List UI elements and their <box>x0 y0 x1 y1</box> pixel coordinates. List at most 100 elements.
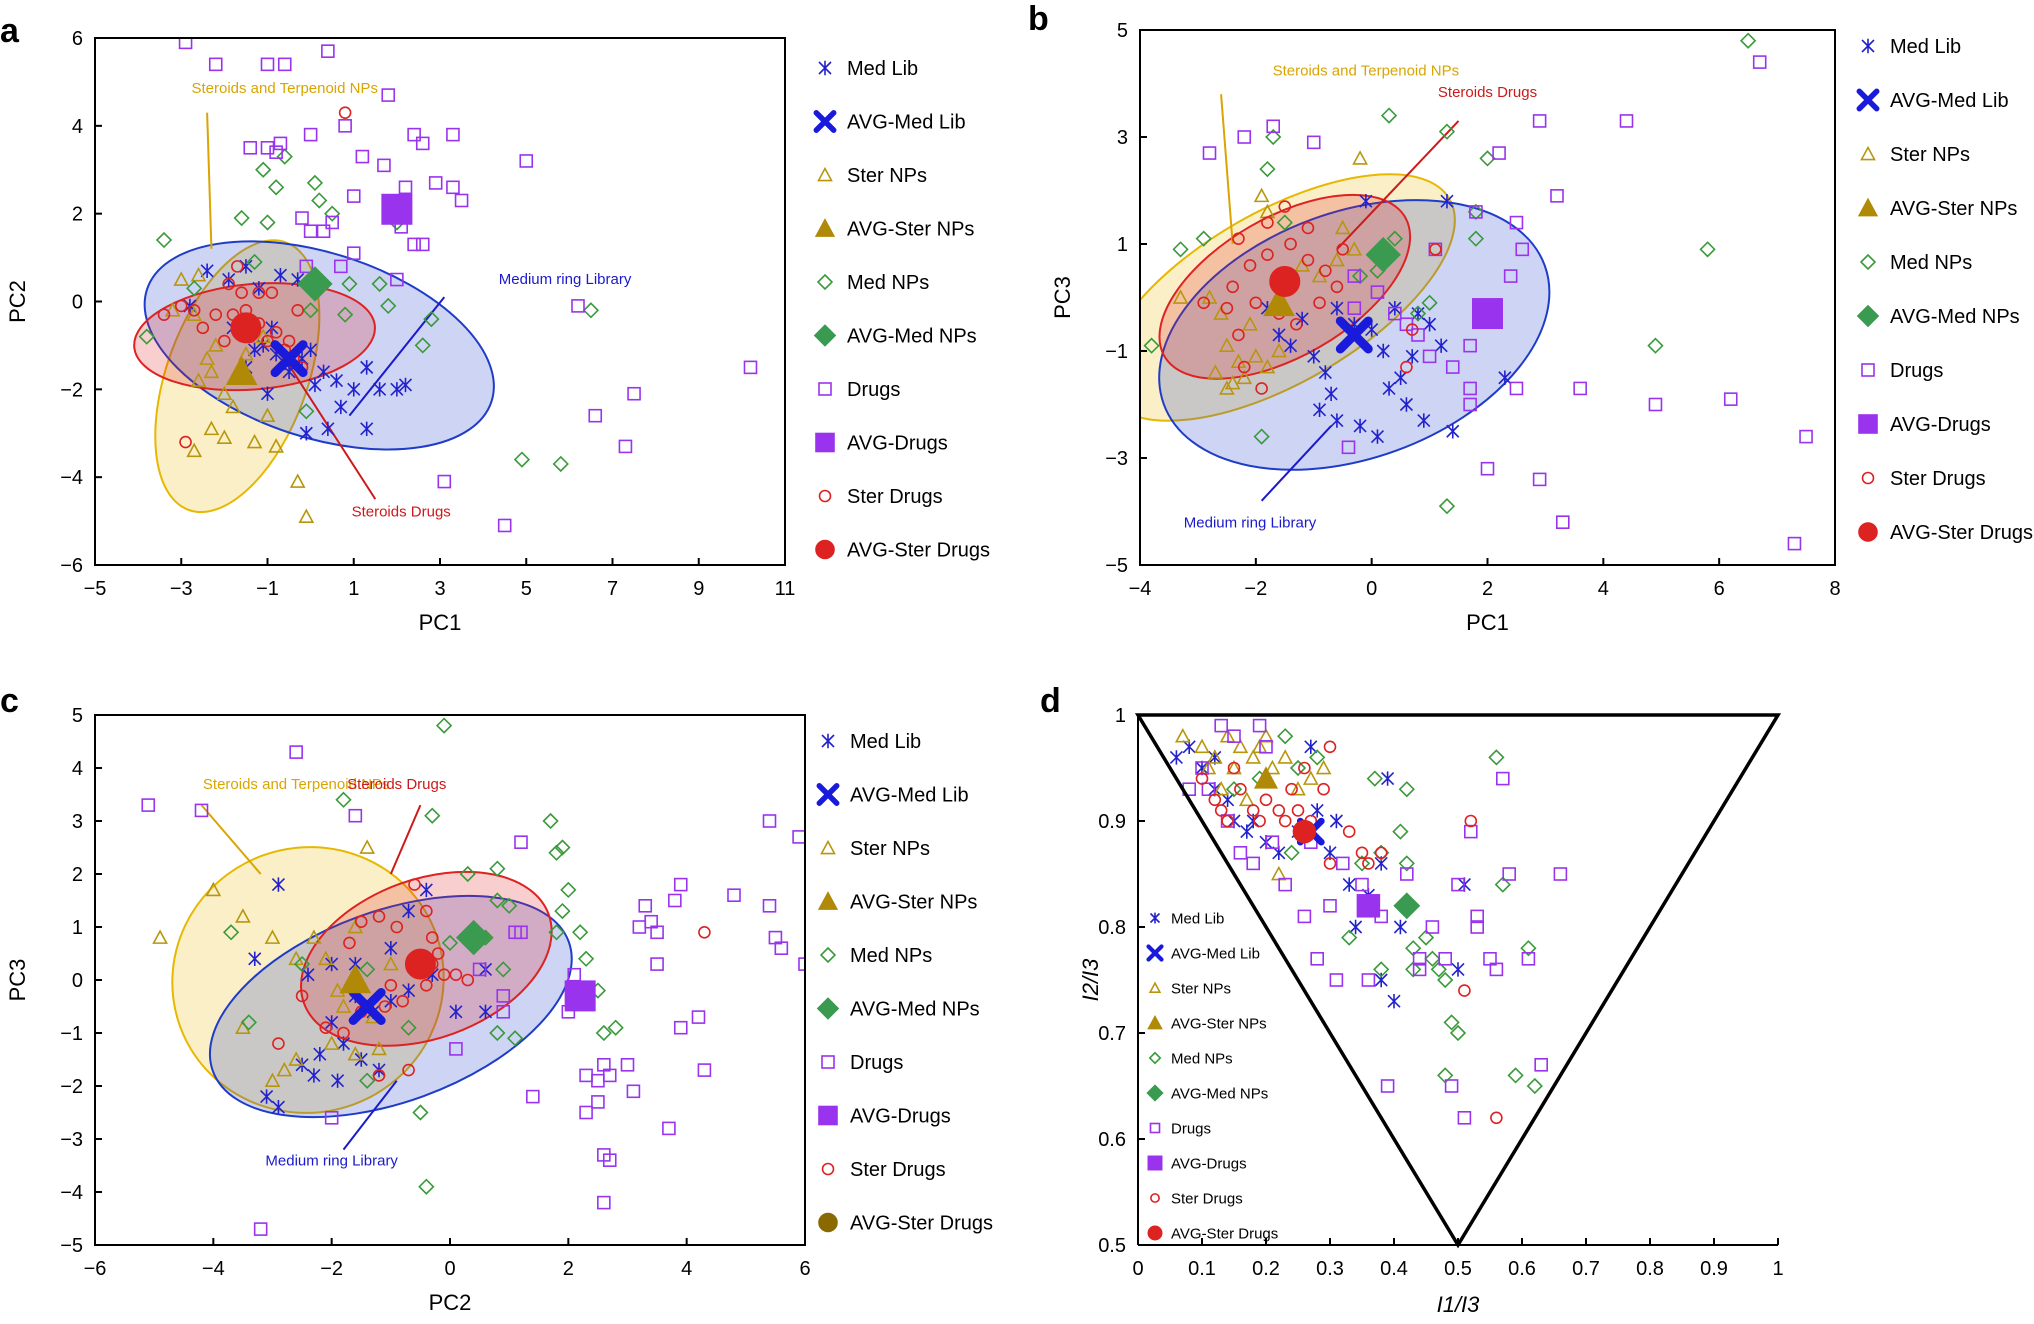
data-point <box>407 237 421 252</box>
data-point <box>449 1042 463 1056</box>
legend-swatch <box>1859 253 1877 271</box>
y-tick-label: 6 <box>72 28 83 50</box>
legend-label: Med NPs <box>847 272 929 294</box>
data-point <box>577 950 595 967</box>
data-point <box>1353 418 1367 434</box>
y-tick-label: 2 <box>72 204 83 226</box>
data-point <box>415 136 430 151</box>
data-point <box>1438 123 1456 140</box>
data-point <box>1405 961 1422 978</box>
x-tick-label: 9 <box>693 578 704 600</box>
series-avg-drugs <box>381 193 413 225</box>
data-point <box>1503 269 1518 283</box>
data-point <box>1362 857 1375 870</box>
series-ster-drugs <box>1195 740 1503 1125</box>
series-med-nps <box>222 717 624 1195</box>
legend-item: AVG-Ster NPs <box>817 891 977 914</box>
x-tick-label: 0 <box>444 1258 455 1280</box>
data-point <box>697 1063 712 1077</box>
legend-label: AVG-Ster NPs <box>1890 198 2017 220</box>
data-point <box>1429 243 1442 256</box>
data-point <box>1270 865 1287 881</box>
data-point <box>1361 973 1376 987</box>
data-point <box>650 925 664 940</box>
data-point <box>196 321 210 335</box>
legend-item: AVG-Drugs <box>815 432 948 455</box>
y-tick-label: −1 <box>1105 341 1128 363</box>
legend-item: AVG-Ster Drugs <box>815 540 990 562</box>
data-point <box>1172 289 1189 304</box>
data-point <box>1169 750 1183 765</box>
data-point <box>1258 728 1274 743</box>
x-tick-label: 0.1 <box>1188 1258 1216 1280</box>
data-point <box>1423 317 1437 332</box>
data-point <box>1648 397 1663 412</box>
data-point <box>1647 337 1664 354</box>
data-point <box>495 961 512 978</box>
avg-point <box>348 988 386 1025</box>
data-point <box>1246 804 1260 817</box>
data-point <box>461 973 475 987</box>
legend-swatch <box>817 891 839 910</box>
x-tick-label: −2 <box>1244 578 1267 600</box>
data-point <box>243 140 258 155</box>
legend-label: Drugs <box>1171 1120 1211 1137</box>
data-point <box>626 1084 641 1099</box>
data-point <box>554 902 571 920</box>
legend-swatch <box>821 1055 835 1069</box>
data-point <box>1373 961 1390 978</box>
data-point <box>277 57 292 72</box>
data-point <box>602 1153 617 1167</box>
legend-item: AVG-Med NPs <box>816 997 980 1021</box>
data-point <box>420 978 433 992</box>
series-ster-drugs <box>1197 200 1442 395</box>
legend-label: AVG-Ster NPs <box>1171 1015 1267 1032</box>
x-tick-label: −4 <box>1129 578 1152 600</box>
y-tick-label: 3 <box>72 811 83 833</box>
data-point <box>1507 1067 1524 1084</box>
data-point <box>398 377 413 393</box>
panel-label-c: c <box>0 682 19 720</box>
data-point <box>571 299 585 313</box>
legend-swatch <box>1146 944 1164 962</box>
data-point <box>597 1195 611 1210</box>
avg-point <box>455 919 492 956</box>
data-point <box>1394 370 1408 385</box>
data-point <box>1342 825 1356 838</box>
data-point <box>1440 194 1454 209</box>
data-point <box>1359 194 1373 209</box>
annotation-leader-line <box>389 804 422 875</box>
x-tick-label: 2 <box>563 1258 574 1280</box>
legend-item: Drugs <box>1149 1120 1211 1137</box>
data-point <box>1376 343 1390 359</box>
data-point <box>174 299 188 313</box>
data-point <box>526 1089 540 1104</box>
legend-swatch <box>815 432 835 453</box>
legend-label: Med Lib <box>850 731 921 753</box>
y-axis-label: PC3 <box>5 959 30 1002</box>
data-point <box>1463 381 1477 396</box>
legend-label: Med NPs <box>1890 252 1972 274</box>
x-tick-label: 0.9 <box>1700 1258 1728 1280</box>
legend-item: AVG-Med NPs <box>1856 304 2020 328</box>
data-point <box>1443 1014 1460 1031</box>
data-point <box>1457 1111 1472 1125</box>
data-point <box>199 350 215 365</box>
data-point <box>459 865 476 883</box>
data-point <box>591 1073 605 1088</box>
data-point <box>446 127 460 142</box>
data-point <box>1253 187 1270 203</box>
legend-item: Med NPs <box>819 945 932 967</box>
series-avg-med-nps <box>455 919 492 956</box>
data-point <box>390 382 404 397</box>
legend-swatch <box>1149 912 1161 924</box>
data-point <box>1309 749 1326 766</box>
legend-label: Med NPs <box>1171 1050 1233 1067</box>
legend-swatch <box>818 1105 838 1126</box>
data-point <box>1347 301 1362 316</box>
data-point <box>1304 739 1318 754</box>
data-point <box>478 1004 493 1019</box>
legend-label: AVG-Drugs <box>847 433 948 455</box>
data-point <box>1489 962 1504 977</box>
data-point <box>1315 759 1332 775</box>
